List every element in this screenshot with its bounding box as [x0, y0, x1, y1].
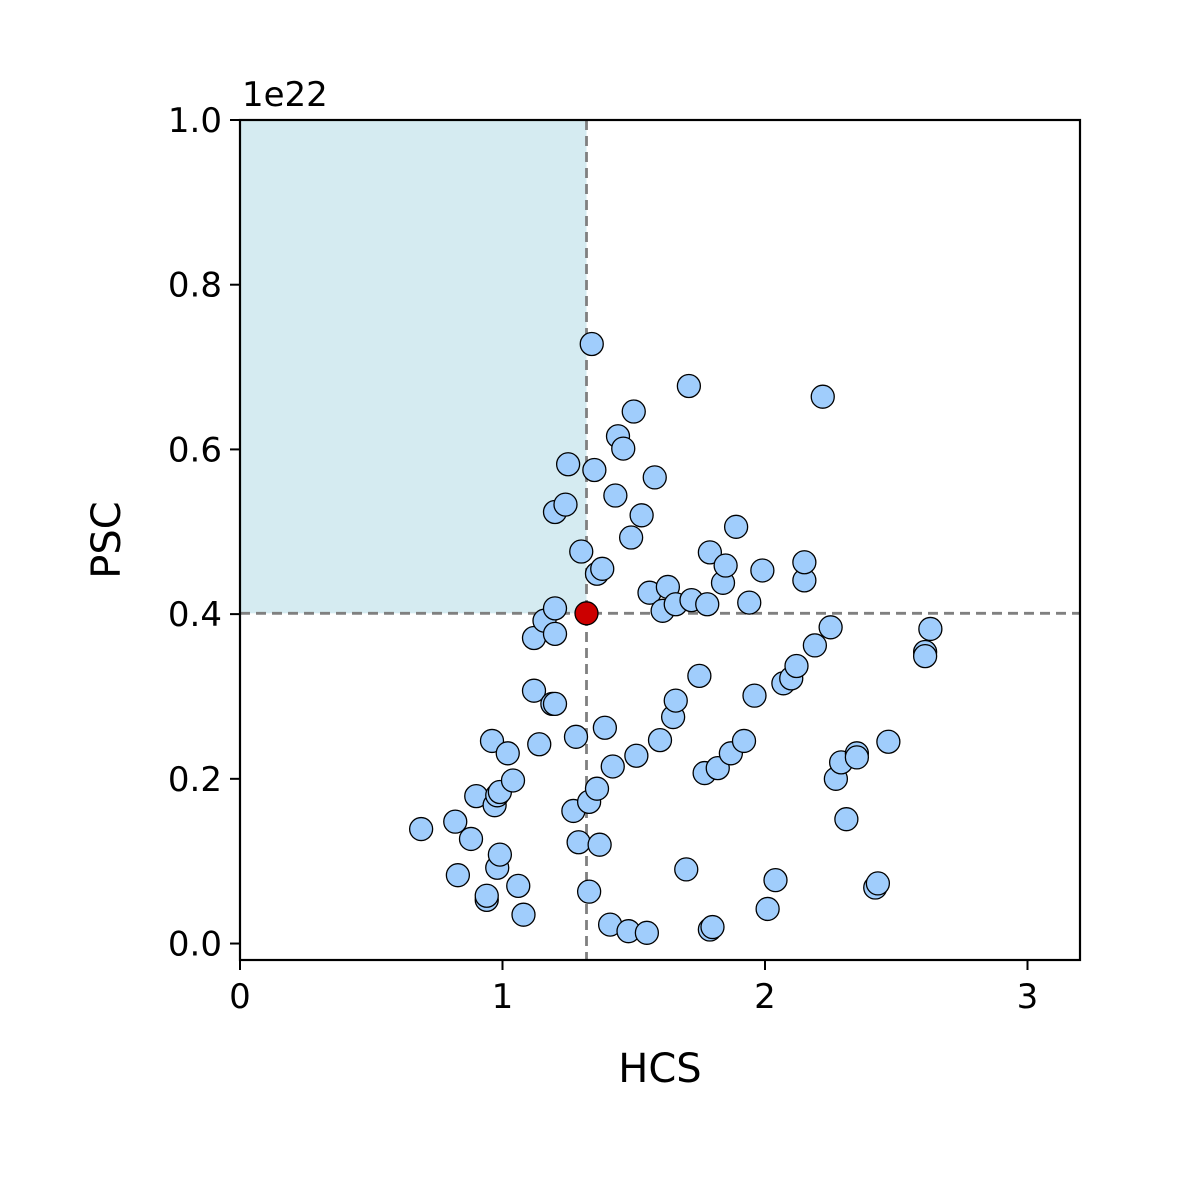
data-point: [603, 483, 628, 508]
data-point: [487, 842, 513, 867]
data-point: [697, 540, 723, 565]
data-point: [810, 384, 835, 409]
x-tick-label: 3: [1017, 977, 1039, 1017]
data-point: [600, 754, 625, 779]
data-point: [458, 826, 484, 852]
y-tick-label: 0.8: [168, 266, 222, 306]
data-point: [511, 902, 536, 927]
data-point: [834, 807, 859, 832]
y-axis-label: PSC: [84, 501, 130, 578]
x-axis-label: HCS: [618, 1046, 701, 1092]
data-point: [865, 871, 891, 896]
data-point: [723, 514, 749, 539]
data-point: [876, 729, 901, 754]
data-point: [642, 465, 667, 490]
points-layer: [408, 331, 943, 945]
data-point: [579, 331, 604, 357]
data-point: [674, 857, 699, 882]
data-point: [731, 728, 757, 754]
data-point: [611, 436, 636, 461]
shaded-region-layer: [240, 120, 587, 614]
data-point: [818, 615, 843, 640]
y-axis-offset-label: 1e22: [242, 75, 328, 115]
data-point: [566, 830, 591, 855]
highlight-layer: [574, 601, 599, 626]
data-point: [713, 553, 738, 578]
data-point: [500, 768, 526, 793]
data-point: [506, 873, 531, 899]
data-point: [576, 879, 602, 904]
data-point: [618, 525, 644, 550]
x-tick-label: 0: [229, 977, 251, 1017]
data-point: [445, 863, 471, 888]
data-point: [474, 883, 499, 908]
data-point: [624, 743, 649, 768]
data-point: [755, 896, 780, 922]
data-point: [663, 688, 688, 713]
data-point: [563, 724, 589, 749]
data-point: [569, 539, 594, 564]
data-point: [584, 776, 610, 801]
data-point: [792, 550, 817, 575]
data-point: [700, 914, 725, 940]
y-axis-ticks: 0.0 0.2 0.4 0.6 0.8 1.0: [168, 101, 240, 965]
data-point: [590, 556, 615, 581]
data-point: [676, 373, 702, 399]
data-point: [912, 643, 938, 669]
y-tick-label: 0.0: [168, 925, 222, 965]
data-point: [844, 745, 870, 770]
data-point: [687, 663, 712, 689]
plot-frame: [238, 118, 1082, 962]
y-tick-label: 1.0: [168, 101, 222, 141]
data-point: [443, 809, 468, 834]
x-tick-label: 1: [492, 977, 514, 1017]
y-tick-label: 0.2: [168, 760, 222, 800]
data-point: [542, 621, 568, 647]
data-point: [495, 741, 520, 766]
data-point: [521, 678, 547, 703]
data-point: [621, 399, 646, 424]
data-point: [802, 633, 828, 658]
data-point: [542, 596, 568, 621]
data-point: [647, 727, 673, 753]
data-point: [918, 616, 943, 642]
highlighted-point: [574, 601, 599, 626]
y-tick-label: 0.6: [168, 430, 222, 470]
data-point: [555, 452, 581, 477]
data-point: [553, 492, 578, 517]
data-point: [742, 683, 767, 708]
x-axis-ticks: 0 1 2 3: [229, 960, 1038, 1017]
y-tick-label: 0.4: [168, 595, 222, 635]
data-point: [592, 715, 618, 740]
data-point: [750, 558, 775, 583]
data-point: [784, 653, 809, 679]
data-point: [542, 691, 568, 717]
data-point: [527, 732, 552, 757]
data-point: [582, 457, 607, 483]
x-tick-label: 2: [754, 977, 776, 1017]
data-point: [408, 816, 434, 842]
data-point: [634, 920, 660, 945]
shaded-region: [240, 120, 587, 614]
data-point: [737, 590, 762, 615]
data-point: [763, 867, 788, 893]
data-point: [587, 832, 612, 857]
data-point: [695, 592, 720, 617]
data-point: [629, 503, 654, 528]
